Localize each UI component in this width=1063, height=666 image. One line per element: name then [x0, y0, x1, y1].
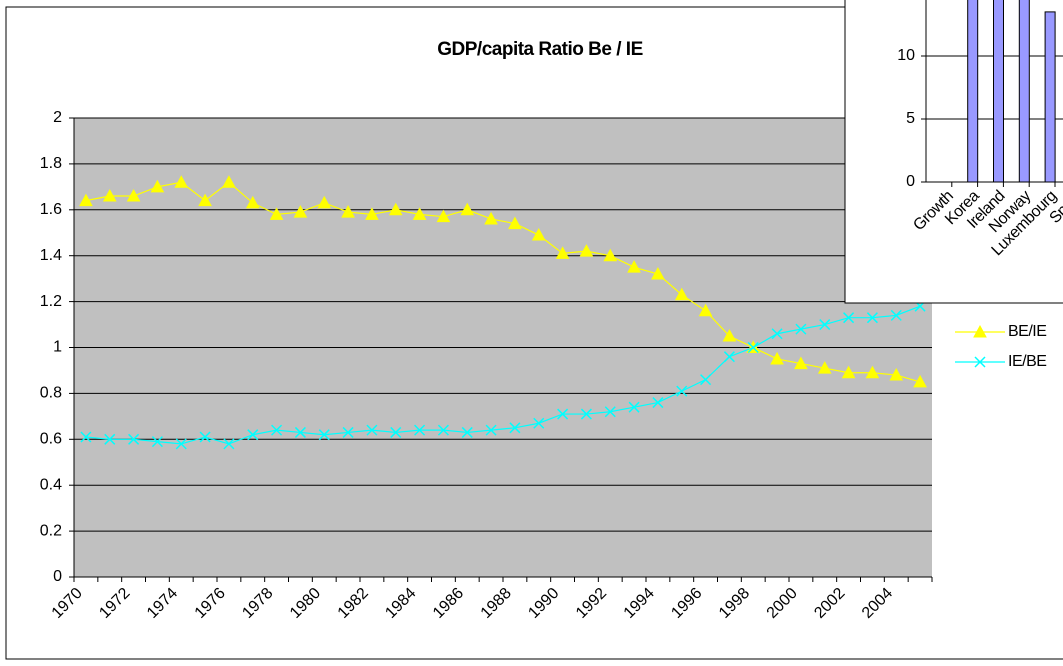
marker [603, 248, 618, 262]
marker [841, 365, 856, 379]
marker [390, 426, 402, 438]
marker [223, 438, 235, 450]
marker [174, 175, 189, 188]
chart-title: GDP/capita Ratio Be / IE [437, 39, 643, 60]
y-tick-label: 1 [53, 339, 62, 356]
marker [104, 433, 116, 445]
y-tick-label: 0.4 [40, 476, 62, 493]
marker [531, 228, 546, 241]
marker [866, 312, 878, 324]
marker [747, 341, 759, 354]
marker [484, 211, 498, 225]
marker [414, 424, 426, 436]
marker [700, 374, 712, 386]
y-tick-label: 0 [906, 173, 915, 190]
marker [245, 195, 260, 209]
marker [437, 424, 449, 436]
marker [151, 436, 163, 448]
marker [269, 207, 284, 220]
y-tick-label: 1.8 [40, 155, 62, 172]
marker [628, 401, 640, 413]
marker [509, 422, 521, 434]
marker [974, 356, 986, 368]
marker [460, 202, 475, 216]
marker [126, 188, 141, 202]
marker [555, 246, 570, 259]
marker [557, 408, 569, 420]
marker [388, 202, 403, 216]
marker [651, 267, 665, 280]
marker [794, 356, 808, 370]
y-tick-label: 10 [897, 47, 915, 64]
marker [294, 426, 306, 438]
y-tick-label: 0.8 [40, 385, 62, 402]
bar [1018, 0, 1030, 183]
marker [817, 361, 832, 374]
marker [698, 303, 713, 317]
y-tick-label: 15 [897, 0, 915, 1]
marker [366, 424, 378, 436]
marker [913, 374, 927, 388]
marker [365, 207, 379, 220]
marker [604, 406, 616, 418]
marker [676, 385, 688, 397]
marker [293, 205, 308, 218]
marker [342, 426, 354, 438]
marker [795, 323, 807, 335]
marker [770, 351, 784, 365]
marker [412, 207, 427, 220]
marker [80, 431, 92, 443]
marker [222, 175, 236, 188]
marker [652, 397, 664, 409]
y-tick-label: 2 [53, 109, 62, 126]
bar [967, 0, 979, 183]
marker [580, 408, 592, 420]
marker [485, 424, 497, 436]
y-tick-label: 0.2 [40, 522, 62, 539]
marker [723, 351, 735, 363]
marker [461, 426, 473, 438]
marker [198, 193, 212, 207]
marker [533, 417, 545, 429]
y-tick-label: 1.4 [40, 247, 62, 264]
marker [819, 319, 831, 331]
marker [271, 424, 283, 436]
y-tick-label: 5 [906, 110, 915, 127]
marker [318, 429, 330, 441]
marker [843, 312, 855, 324]
marker [627, 260, 641, 273]
bar [993, 0, 1004, 183]
marker [889, 367, 904, 381]
y-tick-label: 0.6 [40, 431, 62, 448]
marker [341, 205, 355, 218]
y-tick-label: 1.6 [40, 201, 62, 218]
marker [890, 309, 902, 321]
marker [317, 195, 332, 209]
y-tick-label: 1.2 [40, 293, 62, 310]
legend-label: IE/BE [1008, 353, 1046, 370]
marker [79, 193, 93, 207]
legend-label: BE/IE [1008, 323, 1046, 340]
marker [128, 433, 140, 445]
series-line [85, 305, 921, 445]
marker [436, 209, 451, 223]
marker [508, 216, 522, 230]
marker [771, 328, 783, 340]
marker [674, 287, 689, 301]
marker [150, 179, 165, 193]
y-tick-label: 0 [53, 568, 62, 585]
marker [199, 431, 211, 443]
marker [722, 328, 737, 342]
marker [973, 324, 987, 338]
bar [1044, 11, 1056, 183]
marker [247, 429, 259, 441]
marker [102, 188, 117, 202]
marker [865, 365, 880, 379]
marker [175, 438, 187, 450]
marker [579, 244, 594, 257]
inset-chart-border [844, 0, 1063, 304]
